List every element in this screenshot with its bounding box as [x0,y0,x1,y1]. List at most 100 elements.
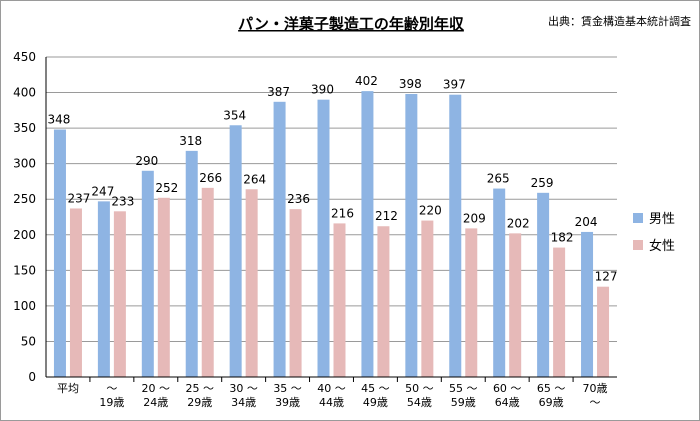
x-category-label: 44歳 [319,396,344,409]
bar-female [509,233,522,377]
x-category-label: 平均 [57,382,79,395]
bar-female [597,286,610,377]
data-label: 259 [531,176,554,190]
x-category-label: 29歳 [187,396,212,409]
data-label: 182 [551,231,574,245]
data-label: 266 [199,171,222,185]
bar-male [97,201,110,377]
data-label: 202 [507,216,530,230]
data-label: 233 [111,194,134,208]
y-tick-label: 300 [13,157,36,171]
data-label: 387 [267,85,290,99]
x-category-label: 64歳 [495,396,520,409]
x-category-label: 40 〜 [317,382,346,395]
data-label: 390 [311,83,334,97]
x-category-label: 69歳 [539,396,564,409]
data-label: 212 [375,209,398,223]
x-category-label: 〜 [590,396,601,409]
bar-male [581,231,594,377]
data-label: 247 [91,184,114,198]
bar-male [185,150,198,377]
bar-male [141,170,154,377]
y-tick-label: 150 [13,263,36,277]
x-category-label: 60 〜 [493,382,522,395]
bar-male [53,129,66,377]
data-label: 127 [595,270,618,284]
x-category-label: 34歳 [231,396,256,409]
source-note: 出典：賃金構造基本統計調査 [548,14,691,28]
x-category-label: 50 〜 [405,382,434,395]
data-label: 397 [443,78,466,92]
x-category-label: 39歳 [275,396,300,409]
bar-female [377,226,390,377]
x-category-label: 19歳 [99,396,124,409]
x-category-label: 65 〜 [537,382,566,395]
data-label: 204 [575,215,598,229]
data-label: 290 [135,154,158,168]
data-label: 216 [331,206,354,220]
x-category-label: 70歳 [583,382,608,395]
legend-swatch [633,240,643,250]
legend-label: 男性 [649,212,675,227]
bar-female [333,223,346,377]
x-category-label: 54歳 [407,396,432,409]
data-label: 398 [399,77,422,91]
y-tick-label: 400 [13,86,36,100]
x-category-label: 35 〜 [273,382,302,395]
bar-female [421,220,434,377]
x-category-label: 24歳 [143,396,168,409]
bar-male [537,192,550,377]
bar-male [405,93,418,377]
y-tick-label: 50 [21,334,36,348]
x-category-label: 〜 [106,382,117,395]
bar-female [157,197,170,377]
y-tick-label: 0 [28,370,36,384]
bar-female [201,187,214,377]
bar-male [449,94,462,377]
bar-male [361,91,374,377]
bar-male [317,99,330,378]
bar-female [289,209,302,377]
x-category-label: 30 〜 [229,382,258,395]
x-category-label: 49歳 [363,396,388,409]
bar-female [553,247,566,377]
y-tick-label: 450 [13,50,36,64]
x-category-label: 25 〜 [185,382,214,395]
data-label: 402 [355,74,378,88]
legend-label: 女性 [649,238,675,254]
bar-female [69,208,82,377]
bar-male [229,125,242,378]
data-label: 265 [487,172,510,186]
chart-title: パン・洋菓子製造工の年齢別年収 [238,15,465,33]
y-tick-label: 350 [13,121,36,135]
data-label: 209 [463,211,486,225]
bar-male [493,188,506,377]
bar-female [245,189,258,377]
data-label: 220 [419,204,442,218]
y-tick-label: 200 [13,228,36,242]
gridlines [46,56,617,378]
data-label: 348 [48,113,71,127]
y-tick-label: 100 [13,299,36,313]
x-category-label: 55 〜 [449,382,478,395]
data-label: 354 [223,108,246,122]
legend-swatch [633,213,643,223]
data-label: 264 [243,172,266,186]
y-axis: 0 50 100 150 200 250 300 350 400 450 [13,50,47,384]
bar-female [113,211,126,377]
data-label: 318 [179,134,202,148]
data-label: 236 [287,192,310,206]
y-tick-label: 250 [13,192,36,206]
data-label: 252 [155,181,178,195]
x-category-label: 20 〜 [142,382,171,395]
bar-male [273,101,286,378]
bar-female [465,228,478,377]
data-label: 237 [68,191,91,205]
x-category-label: 59歳 [451,396,476,409]
x-category-label: 45 〜 [361,382,390,395]
